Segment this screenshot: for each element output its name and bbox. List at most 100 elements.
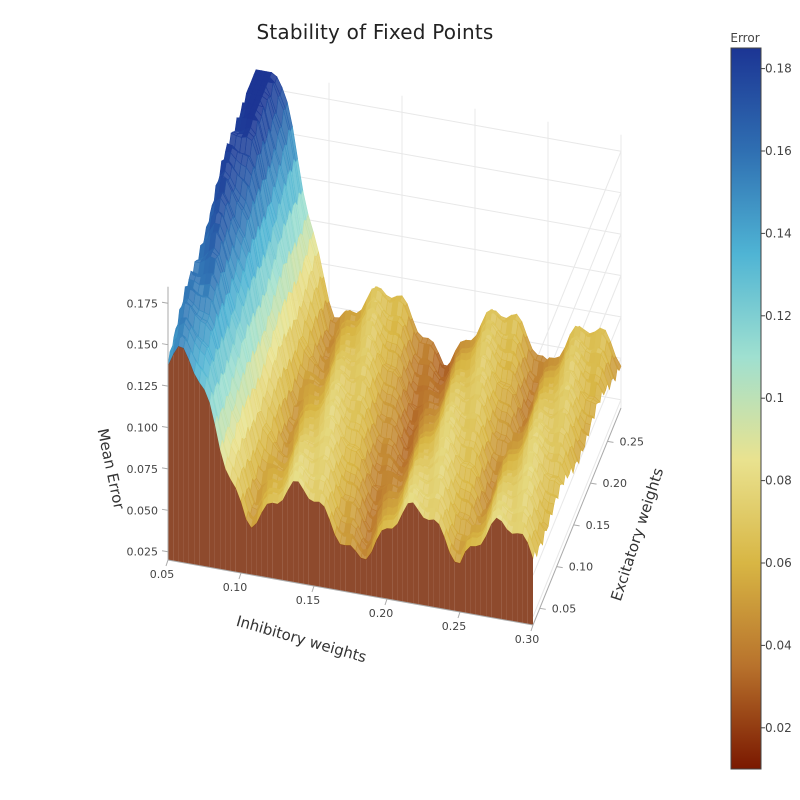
surface-skirt — [282, 490, 288, 582]
surface-skirt — [381, 528, 387, 599]
surface-skirt — [199, 382, 205, 567]
surface-skirt — [272, 502, 278, 580]
surface-skirt — [454, 561, 460, 612]
surface-skirt — [340, 544, 346, 592]
x-tick-mark — [384, 598, 388, 606]
surface-skirt — [522, 534, 528, 625]
colorbar-tick-label: 0.1 — [765, 391, 784, 405]
surface-skirt — [501, 521, 507, 621]
y-axis-line — [532, 407, 622, 626]
x-tick-label: 0.15 — [296, 594, 321, 607]
grid-line-side — [532, 399, 622, 617]
surface-skirt — [235, 488, 241, 573]
x-tick-mark — [457, 611, 461, 619]
surface-skirt — [402, 503, 408, 603]
surface-skirt — [230, 479, 236, 573]
surface-skirt — [178, 346, 184, 563]
y-tick-label: 0.05 — [552, 602, 577, 615]
colorbar-tick-label: 0.04 — [765, 638, 792, 652]
surface-skirt — [251, 523, 257, 576]
surface-skirt — [241, 501, 247, 574]
z-tick-label: 0.100 — [127, 422, 159, 435]
colorbar-tick-label: 0.16 — [765, 144, 792, 158]
surface-skirt — [355, 551, 361, 595]
grid-line-back — [255, 210, 622, 276]
surface-skirt — [324, 506, 330, 589]
x-tick-label: 0.05 — [150, 568, 175, 581]
x-tick-mark — [530, 624, 534, 632]
colorbar: Error 0.02 0.04 0.06 0.08 0.1 0.12 0.14 0.16 0.1… — [730, 31, 792, 770]
surface-skirt — [360, 557, 367, 596]
surface-skirt — [168, 354, 174, 561]
z-tick-mark — [161, 550, 169, 553]
surface-skirt — [428, 519, 434, 608]
x-axis-ticks: 0.05 0.10 0.15 0.20 0.25 0.30 — [150, 559, 540, 646]
surface-skirt — [433, 519, 440, 609]
colorbar-title: Error — [730, 31, 759, 45]
x-tick-mark — [165, 559, 169, 567]
colorbar-tick-label: 0.02 — [765, 721, 792, 735]
surface-skirt — [527, 542, 533, 625]
surface-skirt — [308, 498, 314, 586]
z-tick-mark — [161, 426, 169, 428]
colorbar-tick-label: 0.14 — [765, 226, 792, 240]
colorbar-tick-label: 0.18 — [765, 62, 792, 76]
z-tick-label: 0.150 — [127, 339, 159, 352]
surface-skirt — [334, 534, 341, 591]
surface-skirt — [491, 517, 497, 619]
surface-skirt — [277, 500, 283, 581]
y-axis-ticks: 0.05 0.10 0.15 0.20 0.25 — [539, 435, 644, 615]
x-axis-title: Inhibitory weights — [234, 612, 368, 666]
surface-skirt — [303, 489, 309, 586]
surface-skirt — [366, 552, 372, 597]
z-tick-label: 0.175 — [127, 297, 159, 310]
surface-skirt — [397, 512, 403, 602]
z-tick-mark — [161, 384, 169, 387]
y-tick-mark — [539, 607, 546, 610]
surface-skirt — [298, 481, 304, 585]
x-tick-label: 0.30 — [515, 633, 540, 646]
z-tick-mark — [161, 467, 169, 470]
y-tick-mark — [607, 440, 614, 443]
surface-skirt — [225, 468, 231, 572]
error-surface[interactable] — [167, 69, 622, 625]
surface-skirt — [350, 545, 356, 594]
surface-skirt — [413, 502, 419, 605]
surface-skirt — [475, 544, 481, 616]
surface-skirt — [444, 537, 450, 611]
z-tick-label: 0.025 — [127, 546, 159, 559]
x-tick-label: 0.20 — [369, 607, 394, 620]
surface-skirt — [329, 519, 335, 590]
z-tick-mark — [161, 343, 169, 346]
surface-skirt — [256, 512, 262, 577]
y-tick-mark — [556, 566, 563, 569]
surface-skirt — [261, 503, 268, 578]
surface-skirt — [188, 359, 195, 565]
surface-skirt — [204, 389, 210, 568]
surface-skirt — [314, 501, 320, 587]
y-tick-label: 0.20 — [603, 477, 628, 490]
z-axis-title: Mean Error — [94, 427, 129, 512]
surface-skirt — [387, 528, 393, 600]
x-axis-line — [167, 559, 534, 626]
surface-skirt — [506, 529, 513, 622]
grid-line-back — [255, 127, 622, 194]
surface-skirt — [287, 481, 294, 583]
x-tick-label: 0.10 — [223, 581, 248, 594]
z-tick-label: 0.050 — [127, 504, 159, 517]
z-tick-mark — [161, 301, 169, 304]
x-tick-mark — [238, 572, 242, 580]
y-tick-label: 0.25 — [619, 435, 644, 448]
surface-skirt — [418, 510, 424, 606]
grid-line-back — [255, 85, 622, 152]
colorbar-ticks: 0.02 0.04 0.06 0.08 0.1 0.12 0.14 0.16 0.18 — [761, 62, 792, 735]
z-tick-label: 0.125 — [127, 380, 159, 393]
surface-skirt — [460, 551, 466, 613]
surface-skirt — [267, 502, 273, 579]
surface-skirt — [220, 449, 226, 571]
grid-line-back — [255, 168, 622, 235]
y-tick-label: 0.15 — [586, 519, 611, 532]
y-tick-mark — [573, 524, 580, 527]
surface-skirt — [439, 524, 445, 610]
